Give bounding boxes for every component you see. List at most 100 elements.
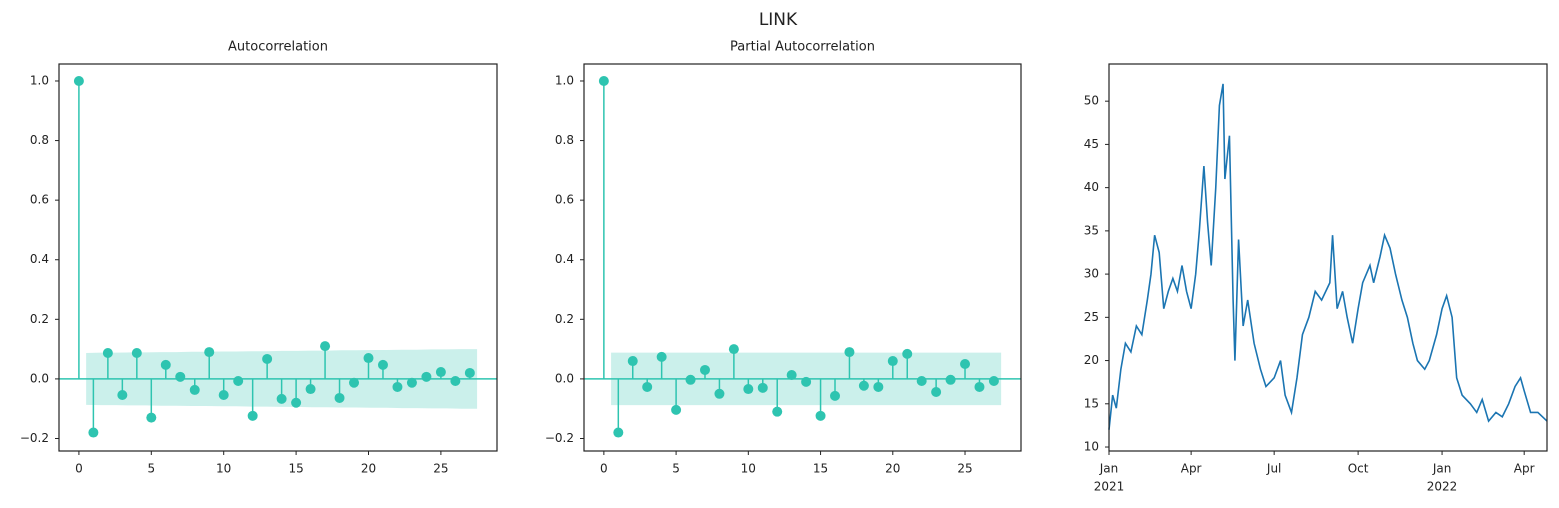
x-tick-label: Apr: [1181, 462, 1202, 476]
y-tick-label: 0.2: [555, 312, 574, 326]
stem-marker: [786, 370, 797, 381]
x-tick-label: 10: [216, 462, 231, 476]
stem-marker: [988, 375, 999, 386]
stem-marker: [743, 384, 754, 395]
y-tick-label: 45: [1084, 137, 1099, 151]
x-tick-label: 0: [75, 462, 83, 476]
stem-marker: [772, 406, 783, 417]
stem-marker: [218, 389, 229, 400]
stem-marker: [974, 381, 985, 392]
stem-marker: [671, 404, 682, 415]
stem-marker: [945, 374, 956, 385]
stem-marker: [902, 348, 913, 359]
x-tick-label: 25: [433, 462, 448, 476]
x-tick-label: 15: [813, 462, 828, 476]
x-tick-label: Apr: [1514, 462, 1535, 476]
stem-marker: [334, 392, 345, 403]
stem-marker: [117, 389, 128, 400]
y-tick-label: 35: [1084, 223, 1099, 237]
stem-marker: [247, 410, 258, 421]
y-tick-label: 0.6: [30, 193, 49, 207]
y-tick-label: 1.0: [555, 73, 574, 87]
stem-marker: [204, 347, 215, 358]
stem-marker: [349, 377, 360, 388]
stem-marker: [699, 364, 710, 375]
x-tick-label: 0: [600, 462, 608, 476]
x-tick-label: 5: [672, 462, 680, 476]
stem-marker: [815, 410, 826, 421]
stem-marker: [291, 397, 302, 408]
x-tick-label: 15: [288, 462, 303, 476]
stem-marker: [627, 356, 638, 367]
x-tick-label: 25: [957, 462, 972, 476]
stem-marker: [421, 371, 432, 382]
y-tick-label: 1.0: [30, 73, 49, 87]
x-tick-label: 10: [741, 462, 756, 476]
y-tick-label: 0.4: [555, 252, 574, 266]
y-tick-label: −0.2: [545, 431, 574, 445]
stem-marker: [656, 351, 667, 362]
stem-marker: [613, 427, 624, 438]
y-tick-label: 0.0: [30, 371, 49, 385]
x-tick-label: Jan: [1099, 462, 1119, 476]
y-tick-label: 10: [1084, 440, 1099, 454]
stem-marker: [276, 393, 287, 404]
stem-marker: [233, 375, 244, 386]
stem-marker: [450, 375, 461, 386]
stem-marker: [464, 367, 475, 378]
stem-marker: [102, 347, 113, 358]
y-tick-label: 25: [1084, 310, 1099, 324]
stem-marker: [757, 382, 768, 393]
stem-marker: [392, 381, 403, 392]
x-tick-label: 5: [147, 462, 155, 476]
x-tick-label: 20: [885, 462, 900, 476]
stem-marker: [160, 359, 171, 370]
stem-marker: [146, 412, 157, 423]
stem-marker: [728, 344, 739, 355]
x-tick-label: Jan: [1432, 462, 1452, 476]
stem-marker: [642, 381, 653, 392]
stem-marker: [262, 353, 273, 364]
y-tick-label: 40: [1084, 180, 1099, 194]
y-tick-label: 0.6: [555, 193, 574, 207]
stem-marker: [801, 376, 812, 387]
y-tick-label: 0.4: [30, 252, 49, 266]
stem-marker: [685, 374, 696, 385]
stem-marker: [88, 427, 99, 438]
stem-marker: [887, 356, 898, 367]
y-tick-label: 0.0: [555, 371, 574, 385]
axes-frame: [583, 63, 1022, 452]
stem-marker: [363, 353, 374, 364]
y-tick-label: 0.8: [30, 133, 49, 147]
figure-title: LINK: [759, 10, 798, 30]
x-tick-label: Oct: [1348, 462, 1369, 476]
subplot-title: Partial Autocorrelation: [730, 40, 875, 55]
axes-frame: [58, 63, 498, 452]
stem-marker: [377, 359, 388, 370]
x-tick-year: 2022: [1427, 480, 1458, 494]
y-tick-label: 50: [1084, 94, 1099, 108]
stem-marker: [320, 341, 331, 352]
price-line: [1108, 83, 1548, 430]
stem-marker: [858, 380, 869, 391]
stem-marker: [189, 384, 200, 395]
stem-marker: [305, 384, 316, 395]
x-tick-label: 20: [361, 462, 376, 476]
stem-marker: [598, 75, 609, 86]
stem-marker: [406, 377, 417, 388]
y-tick-label: 0.2: [30, 312, 49, 326]
stem-marker: [960, 359, 971, 370]
stem-marker: [844, 347, 855, 358]
x-tick-label: Jul: [1266, 462, 1281, 476]
subplot-title: Autocorrelation: [228, 40, 328, 55]
stem-marker: [435, 367, 446, 378]
stem-marker: [873, 381, 884, 392]
y-tick-label: 15: [1084, 396, 1099, 410]
stem-marker: [714, 388, 725, 399]
stem-marker: [830, 390, 841, 401]
y-tick-label: −0.2: [20, 431, 49, 445]
y-tick-label: 20: [1084, 353, 1099, 367]
stem-marker: [931, 387, 942, 398]
x-tick-year: 2021: [1094, 480, 1125, 494]
